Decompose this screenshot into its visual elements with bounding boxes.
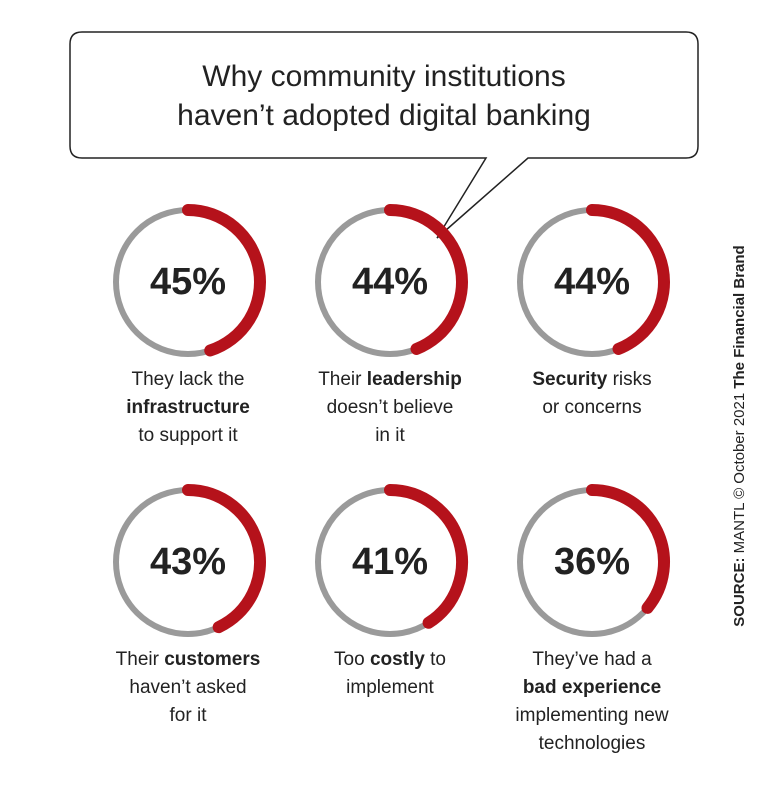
category-label: technologies bbox=[539, 733, 646, 754]
donut-arc bbox=[384, 484, 468, 629]
category-label: haven’t asked bbox=[129, 677, 246, 698]
category-label: in it bbox=[375, 425, 405, 446]
donut-arc bbox=[182, 484, 266, 634]
category-label: implementing new bbox=[515, 705, 668, 726]
text-run: costly bbox=[370, 649, 425, 670]
text-run: in it bbox=[375, 425, 405, 446]
category-label: bad experience bbox=[523, 677, 661, 698]
value-label: 45% bbox=[150, 261, 226, 303]
text-run: implement bbox=[346, 677, 434, 698]
text-run: risks bbox=[607, 369, 651, 390]
category-label: to support it bbox=[138, 425, 238, 446]
value-label: 44% bbox=[554, 261, 630, 303]
text-run: implementing new bbox=[515, 705, 668, 726]
text-run: MANTL © October 2021 bbox=[731, 389, 748, 558]
category-label: implement bbox=[346, 677, 434, 698]
category-label: Their leadership bbox=[318, 369, 462, 390]
text-run: or concerns bbox=[542, 397, 641, 418]
text-run: leadership bbox=[367, 369, 462, 390]
value-label: 36% bbox=[554, 541, 630, 583]
value-label: 43% bbox=[150, 541, 226, 583]
text-run: customers bbox=[164, 649, 260, 670]
text-run: The Financial Brand bbox=[731, 245, 748, 388]
title-line: haven’t adopted digital banking bbox=[177, 99, 591, 132]
text-run: They lack the bbox=[132, 369, 245, 390]
category-label: infrastructure bbox=[126, 397, 250, 418]
text-run: haven’t asked bbox=[129, 677, 246, 698]
text-run: to bbox=[425, 649, 446, 670]
text-run: technologies bbox=[539, 733, 646, 754]
category-label: They’ve had a bbox=[532, 649, 652, 670]
text-run: doesn’t believe bbox=[327, 397, 454, 418]
value-label: 44% bbox=[352, 261, 428, 303]
category-label: doesn’t believe bbox=[327, 397, 454, 418]
value-label: 41% bbox=[352, 541, 428, 583]
text-run: for it bbox=[170, 705, 208, 726]
text-run: infrastructure bbox=[126, 397, 250, 418]
text-run: Their bbox=[116, 649, 165, 670]
text-run: Too bbox=[334, 649, 370, 670]
text-run: to support it bbox=[138, 425, 238, 446]
source-note: SOURCE: MANTL © October 2021 The Financi… bbox=[731, 245, 748, 626]
category-label: Too costly to bbox=[334, 649, 446, 670]
category-label: or concerns bbox=[542, 397, 641, 418]
donut-arc bbox=[182, 204, 266, 357]
title-line: Why community institutions bbox=[202, 60, 565, 93]
speech-bubble bbox=[69, 31, 699, 239]
text-run: bad experience bbox=[523, 677, 661, 698]
category-label: for it bbox=[170, 705, 208, 726]
donut-arc bbox=[586, 484, 670, 614]
text-run: They’ve had a bbox=[532, 649, 652, 670]
text-run: Their bbox=[318, 369, 367, 390]
text-run: SOURCE: bbox=[731, 558, 748, 627]
text-run: Security bbox=[532, 369, 607, 390]
donut-arc bbox=[586, 204, 670, 355]
category-label: Their customers bbox=[116, 649, 261, 670]
category-label: Security risks bbox=[532, 369, 651, 390]
donut-arc bbox=[384, 204, 468, 355]
category-label: They lack the bbox=[132, 369, 245, 390]
